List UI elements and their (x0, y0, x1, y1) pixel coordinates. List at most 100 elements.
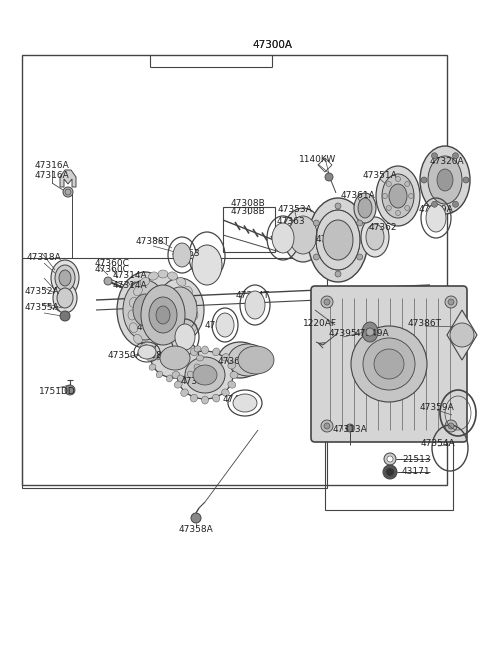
Circle shape (463, 177, 469, 183)
Circle shape (191, 513, 201, 523)
Ellipse shape (128, 310, 136, 320)
Text: 21513: 21513 (402, 455, 431, 464)
Ellipse shape (177, 344, 186, 352)
Text: 47350A: 47350A (108, 352, 143, 360)
Ellipse shape (57, 288, 73, 308)
Ellipse shape (175, 324, 195, 350)
Ellipse shape (173, 243, 191, 267)
Ellipse shape (191, 394, 197, 402)
Ellipse shape (163, 287, 197, 333)
Circle shape (448, 423, 454, 429)
Ellipse shape (213, 394, 220, 402)
Text: 47386T: 47386T (408, 318, 442, 328)
Circle shape (421, 177, 427, 183)
Ellipse shape (158, 352, 168, 360)
Ellipse shape (156, 278, 204, 342)
Ellipse shape (168, 350, 178, 358)
Circle shape (405, 181, 410, 187)
Text: 47318A: 47318A (26, 253, 61, 263)
Circle shape (450, 323, 474, 347)
Ellipse shape (148, 350, 158, 358)
Text: 47316A: 47316A (35, 160, 70, 170)
Ellipse shape (376, 166, 420, 226)
Polygon shape (447, 310, 477, 360)
Ellipse shape (358, 198, 372, 218)
Ellipse shape (382, 174, 414, 218)
Ellipse shape (213, 348, 220, 356)
Circle shape (445, 420, 457, 432)
Text: 47349A: 47349A (355, 329, 389, 339)
Text: 47383T: 47383T (140, 352, 174, 360)
Ellipse shape (218, 342, 262, 378)
Text: 47354A: 47354A (420, 438, 456, 447)
Text: 47358A: 47358A (179, 525, 214, 534)
Text: 1751DD: 1751DD (38, 388, 75, 396)
Text: 47300A: 47300A (252, 40, 292, 50)
Ellipse shape (272, 223, 294, 253)
Ellipse shape (51, 260, 79, 296)
Ellipse shape (138, 345, 156, 359)
Text: 47384T: 47384T (235, 291, 269, 301)
Ellipse shape (202, 346, 208, 354)
Ellipse shape (193, 365, 217, 385)
Ellipse shape (194, 346, 201, 352)
Circle shape (387, 456, 393, 462)
Ellipse shape (188, 323, 197, 333)
Circle shape (335, 203, 341, 209)
Ellipse shape (177, 351, 233, 399)
Ellipse shape (133, 286, 142, 295)
Ellipse shape (188, 297, 197, 307)
Ellipse shape (172, 371, 180, 379)
Circle shape (384, 453, 396, 465)
Text: 47388T: 47388T (136, 238, 170, 246)
Circle shape (363, 338, 415, 390)
Text: 47366: 47366 (218, 358, 246, 367)
Ellipse shape (123, 280, 167, 340)
Circle shape (453, 201, 458, 207)
Ellipse shape (437, 169, 453, 191)
Ellipse shape (238, 346, 274, 374)
Ellipse shape (167, 375, 172, 382)
Text: 47465: 47465 (137, 324, 165, 333)
Ellipse shape (233, 394, 257, 412)
Ellipse shape (362, 322, 378, 342)
Circle shape (386, 181, 391, 187)
Ellipse shape (151, 338, 199, 378)
Circle shape (325, 173, 333, 181)
Ellipse shape (228, 344, 268, 376)
Circle shape (313, 254, 319, 260)
Ellipse shape (202, 396, 208, 404)
Ellipse shape (181, 354, 188, 361)
Circle shape (408, 193, 413, 198)
Ellipse shape (167, 334, 172, 341)
Circle shape (131, 282, 139, 290)
Text: 47314A: 47314A (113, 280, 147, 290)
Text: 47360C: 47360C (95, 259, 130, 267)
Circle shape (335, 271, 341, 277)
Ellipse shape (184, 286, 192, 295)
Ellipse shape (191, 348, 197, 356)
Ellipse shape (185, 357, 225, 393)
Ellipse shape (366, 224, 384, 250)
Text: 47332: 47332 (181, 377, 209, 386)
Circle shape (63, 187, 73, 197)
Circle shape (374, 349, 404, 379)
Ellipse shape (184, 335, 192, 344)
Ellipse shape (133, 335, 142, 344)
Text: 1220AF: 1220AF (303, 318, 337, 328)
Text: 47357A: 47357A (137, 303, 171, 312)
Circle shape (453, 153, 458, 159)
Text: 47308B: 47308B (230, 208, 265, 217)
Text: 47355A: 47355A (24, 303, 60, 312)
Ellipse shape (130, 297, 138, 307)
Ellipse shape (420, 146, 470, 214)
Circle shape (386, 468, 394, 476)
Ellipse shape (133, 294, 157, 326)
Ellipse shape (140, 344, 149, 352)
Circle shape (65, 385, 75, 395)
Text: 47364: 47364 (205, 322, 233, 331)
Ellipse shape (228, 362, 236, 369)
Text: 47452: 47452 (223, 396, 251, 405)
Ellipse shape (230, 371, 238, 379)
Circle shape (65, 189, 71, 195)
